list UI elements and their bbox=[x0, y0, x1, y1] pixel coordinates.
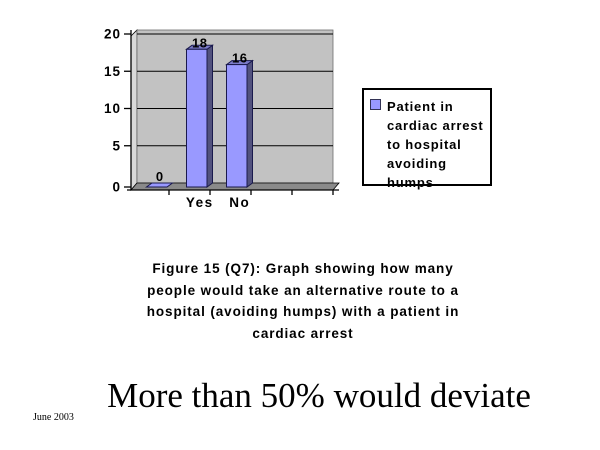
legend-label-line: avoiding bbox=[387, 156, 447, 171]
x-category-label: Yes bbox=[186, 195, 214, 210]
legend-label-line: Patient in bbox=[387, 99, 454, 114]
y-axis-label: 5 bbox=[112, 138, 121, 153]
bar bbox=[186, 48, 208, 188]
bar-side bbox=[246, 59, 253, 188]
chart-legend: Patient in cardiac arrest to hospital avoid… bbox=[362, 88, 492, 190]
x-category-label: No bbox=[229, 195, 250, 210]
caption-line: cardiac arrest bbox=[252, 325, 354, 341]
bar-zero bbox=[144, 182, 175, 188]
legend-swatch-icon bbox=[370, 99, 381, 110]
caption-line: people would take an alternative route t… bbox=[147, 282, 459, 298]
bar bbox=[226, 64, 248, 188]
caption-line: Figure 15 (Q7): Graph showing how many bbox=[152, 261, 454, 276]
y-axis-label: 10 bbox=[104, 101, 121, 116]
legend-label-line: to hospital bbox=[387, 137, 462, 152]
bar-data-label: 16 bbox=[232, 51, 247, 66]
y-axis-label: 15 bbox=[104, 64, 121, 79]
plot-side-wall bbox=[130, 29, 138, 192]
legend-entry: Patient in cardiac arrest to hospital avoid… bbox=[364, 90, 490, 192]
bar-data-label: 0 bbox=[156, 169, 164, 184]
caption-line: hospital (avoiding humps) with a patient… bbox=[146, 304, 460, 319]
legend-label-lines: Patient in cardiac arrest to hospital avoid… bbox=[387, 97, 486, 192]
bar-data-label: 18 bbox=[192, 35, 207, 50]
date-note: June 2003 bbox=[33, 412, 74, 423]
figure-caption: Figure 15 (Q7): Graph showing how many pe… bbox=[118, 258, 488, 344]
y-axis-label: 0 bbox=[112, 180, 121, 195]
legend-label-line: humps bbox=[387, 175, 434, 190]
y-axis-label: 20 bbox=[104, 27, 121, 42]
bar-side bbox=[206, 44, 213, 188]
legend-label-line: cardiac arrest bbox=[387, 118, 484, 133]
headline-text: More than 50% would deviate bbox=[107, 376, 531, 415]
